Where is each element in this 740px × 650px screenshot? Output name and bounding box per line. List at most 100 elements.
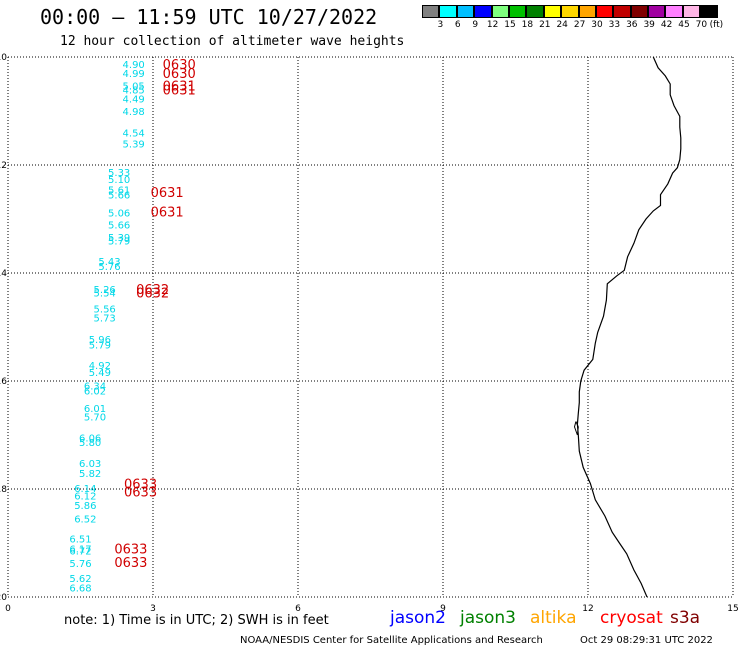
x-tick-label: 6 [295,604,301,614]
wave-height-colorbar [422,5,718,18]
pass-time-label: 0632 [136,286,169,301]
colorbar-cell [456,5,475,18]
wave-height-label: 6.14 [74,484,96,495]
wave-height-label: 5.39 [108,233,130,244]
colorbar-cell [595,5,614,18]
y-tick-label: -12 [0,161,7,171]
colorbar-cell [700,5,718,18]
colorbar-label: 12 [486,20,499,30]
satellite-legend-cryosat: cryosat [600,608,663,628]
colorbar-cell [526,5,544,18]
colorbar-label: 24 [556,20,568,30]
wave-height-label: 5.33 [108,168,130,179]
wave-height-label: 4.85 [123,85,145,96]
colorbar-cell [561,5,579,18]
y-tick-label: -10 [0,53,7,63]
satellite-legend-altika: altika [530,608,577,628]
x-tick-label: 3 [150,604,156,614]
y-tick-label: -16 [0,377,7,387]
pass-time-label: 0633 [114,556,147,571]
pass-time-label: 0630 [163,58,196,73]
wave-height-label: 5.49 [89,368,111,379]
pass-time-label: 0630 [163,67,196,82]
wave-height-label: 5.62 [69,574,91,585]
wave-height-label: 4.90 [123,60,145,71]
wave-height-label: 5.66 [108,220,130,231]
colorbar-label: 33 [608,20,621,30]
pass-time-label: 0631 [163,80,196,95]
colorbar-label: 30 [591,20,603,30]
colorbar-label: 18 [521,20,534,30]
y-tick-label: -20 [0,593,7,603]
colorbar-cell [508,5,527,18]
wave-height-label: 5.39 [123,139,145,150]
wave-height-label: 6.51 [69,535,91,546]
wave-height-label: 5.43 [98,257,120,268]
colorbar-cell [630,5,649,18]
wave-height-label: 5.82 [79,469,101,480]
colorbar-cell [682,5,701,18]
pass-time-label: 0631 [163,83,196,98]
wave-height-label: 6.72 [69,547,91,558]
colorbar-cell [474,5,492,18]
x-tick-label: 12 [582,604,593,614]
colorbar-label: 70 [695,20,708,30]
colorbar-cell [665,5,683,18]
wave-height-label: 6.68 [69,583,91,594]
satellite-legend-jason3: jason3 [460,608,516,628]
wave-height-label: 6.12 [74,491,96,502]
pass-time-label: 0633 [114,542,147,557]
pass-time-label: 0633 [124,478,157,493]
wave-height-label: 5.79 [108,237,130,248]
colorbar-label: 9 [472,20,479,30]
wave-height-label: 5.56 [94,305,116,316]
colorbar-cell [439,5,457,18]
wave-height-label: 5.76 [98,262,120,273]
colorbar-label: 3 [437,20,444,30]
x-tick-label: 0 [5,604,11,614]
wave-height-label: 5.96 [89,335,111,346]
wave-height-label: 4.54 [123,129,145,140]
wave-height-label: 6.06 [79,434,101,445]
x-tick-label: 9 [440,604,446,614]
colorbar-label: 21 [539,20,551,30]
pass-time-label: 0631 [151,186,184,201]
wave-height-label: 4.99 [123,69,145,80]
wave-height-label: 5.06 [108,209,130,220]
wave-height-label: 6.34 [84,381,106,392]
colorbar-label: 36 [626,20,638,30]
colorbar-cell [578,5,596,18]
wave-height-label: 5.79 [89,340,111,351]
colorbar-label: 27 [573,20,586,30]
pass-time-label: 0632 [136,283,169,298]
footer-note: note: 1) Time is in UTC; 2) SWH is in fe… [64,613,329,628]
y-tick-label: -14 [0,269,7,279]
wave-height-label: 6.02 [84,387,106,398]
colorbar-cell [543,5,562,18]
map-title: 00:00 – 11:59 UTC 10/27/2022 [40,5,378,29]
colorbar-label: 6 [454,20,461,30]
colorbar-label: 15 [504,20,516,30]
colorbar-cell [613,5,631,18]
satellite-legend-s3a: s3a [670,608,701,628]
wave-height-label: 5.86 [74,501,96,512]
wave-height-label: 5.54 [94,288,116,299]
x-tick-label: 15 [727,604,738,614]
wave-height-label: 5.76 [69,559,91,570]
wave-height-label: 6.03 [79,459,101,470]
pass-time-label: 0631 [151,205,184,220]
colorbar-label: 42 [660,20,673,30]
wave-height-label: 5.66 [108,191,130,202]
wave-height-label: 4.98 [123,107,145,118]
satellite-legend-jason2: jason2 [390,608,446,628]
colorbar-cell [422,5,440,18]
wave-height-label: 6.01 [84,404,106,415]
wave-height-label: 5.26 [94,285,116,296]
colorbar-label: 45 [678,20,690,30]
footer-generated-time: Oct 29 08:29:31 UTC 2022 [580,635,713,646]
pass-time-label: 0633 [124,486,157,501]
colorbar-unit: (ft) [709,20,724,30]
wave-height-label: 6.17 [69,544,91,555]
colorbar-labels: 3 6 9 12 15 18 21 24 27 30 33 36 39 42 45 70 (ft) [422,20,740,34]
